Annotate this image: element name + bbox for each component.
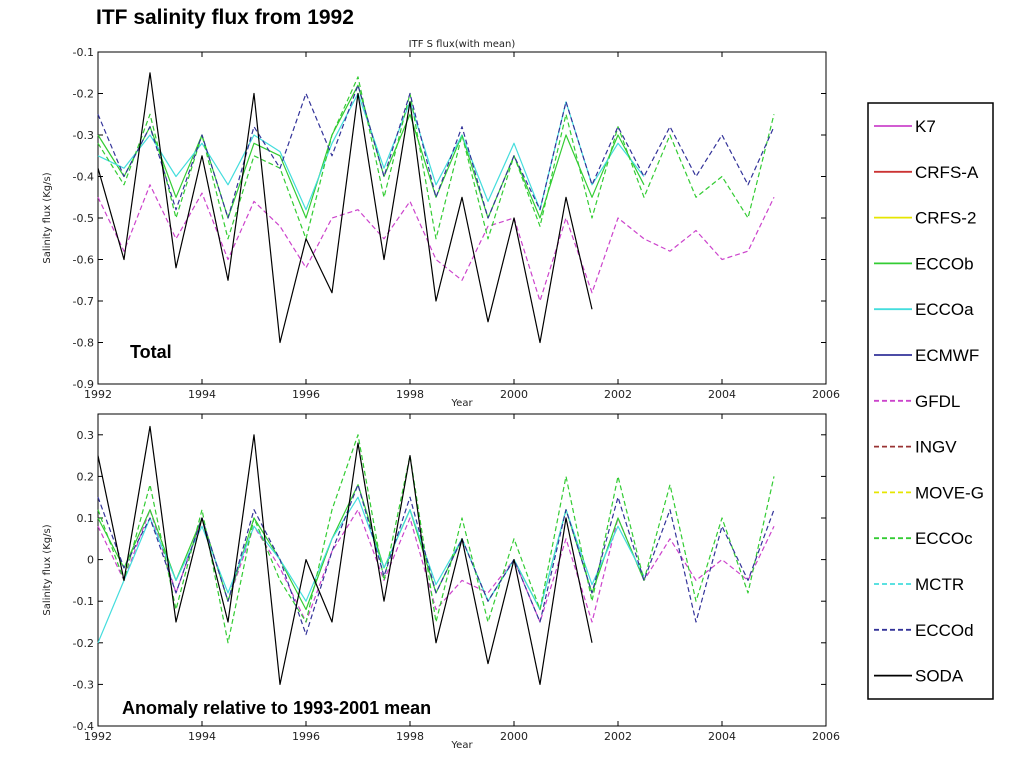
x-tick-label: 1996: [292, 730, 320, 743]
y-axis-label: Salinity flux (Kg/s): [42, 524, 53, 615]
x-tick-label: 1998: [396, 388, 424, 401]
x-tick-label: 2006: [812, 730, 840, 743]
y-tick-label: -0.7: [73, 295, 94, 308]
x-tick-label: 1994: [188, 388, 216, 401]
y-tick-label: 0.1: [77, 512, 95, 525]
page-title: ITF salinity flux from 1992: [96, 6, 354, 29]
x-tick-label: 2004: [708, 730, 736, 743]
y-tick-label: 0: [87, 554, 94, 567]
series-line-soda: [97, 425, 593, 686]
x-tick-label: 1996: [292, 388, 320, 401]
legend-label: MOVE-G: [915, 483, 984, 502]
legend-box: [867, 102, 994, 700]
y-axis-label: Salinity flux (Kg/s): [42, 172, 53, 263]
y-tick-label: -0.2: [73, 637, 94, 650]
plot-title: ITF S flux(with mean): [409, 39, 516, 50]
series-line-soda: [97, 72, 593, 344]
legend-label: K7: [915, 117, 936, 136]
series-line-eccoc: [97, 434, 775, 644]
x-tick-label: 1994: [188, 730, 216, 743]
legend-label: ECCOd: [915, 621, 974, 640]
y-tick-label: -0.8: [73, 337, 94, 350]
x-tick-label: 1992: [84, 388, 112, 401]
plot-frame: [97, 413, 827, 727]
series-line-k7: [97, 184, 775, 302]
legend-label: GFDL: [915, 392, 960, 411]
y-tick-label: -0.1: [73, 46, 94, 59]
legend-label: ECMWF: [915, 346, 979, 365]
plot-annotation: Total: [130, 342, 172, 362]
series-line-eccob: [97, 484, 645, 611]
x-tick-label: 2006: [812, 388, 840, 401]
plot-frame: [97, 51, 827, 385]
x-tick-label: 2004: [708, 388, 736, 401]
series-line-eccoa: [97, 92, 645, 211]
y-tick-label: 0.3: [77, 429, 95, 442]
y-tick-label: -0.2: [73, 88, 94, 101]
y-tick-label: -0.3: [73, 678, 94, 691]
legend-label: INGV: [915, 438, 957, 457]
legend-label: MCTR: [915, 575, 964, 594]
y-tick-label: -0.6: [73, 254, 94, 267]
y-tick-label: -0.4: [73, 171, 94, 184]
x-axis-label: Year: [450, 398, 473, 409]
y-tick-label: -0.5: [73, 212, 94, 225]
legend-label: ECCOb: [915, 254, 974, 273]
y-tick-label: -0.3: [73, 129, 94, 142]
series-line-eccod: [97, 84, 775, 219]
y-tick-label: 0.2: [77, 470, 95, 483]
x-axis-label: Year: [450, 740, 473, 751]
series-line-eccoc: [97, 76, 775, 240]
series-line-eccod: [97, 484, 775, 636]
x-tick-label: 2000: [500, 388, 528, 401]
legend-label: CRFS-A: [915, 163, 979, 182]
legend-label: ECCOa: [915, 300, 974, 319]
series-line-eccob: [97, 84, 645, 219]
x-tick-label: 2002: [604, 388, 632, 401]
x-tick-label: 1998: [396, 730, 424, 743]
x-tick-label: 2002: [604, 730, 632, 743]
y-tick-label: -0.4: [73, 720, 94, 733]
legend-label: ECCOc: [915, 529, 973, 548]
x-tick-label: 1992: [84, 730, 112, 743]
y-tick-label: -0.9: [73, 378, 94, 391]
x-tick-label: 2000: [500, 730, 528, 743]
legend-label: SODA: [915, 667, 964, 686]
plot-annotation: Anomaly relative to 1993-2001 mean: [122, 698, 431, 718]
y-tick-label: -0.1: [73, 595, 94, 608]
legend-label: CRFS-2: [915, 209, 976, 228]
